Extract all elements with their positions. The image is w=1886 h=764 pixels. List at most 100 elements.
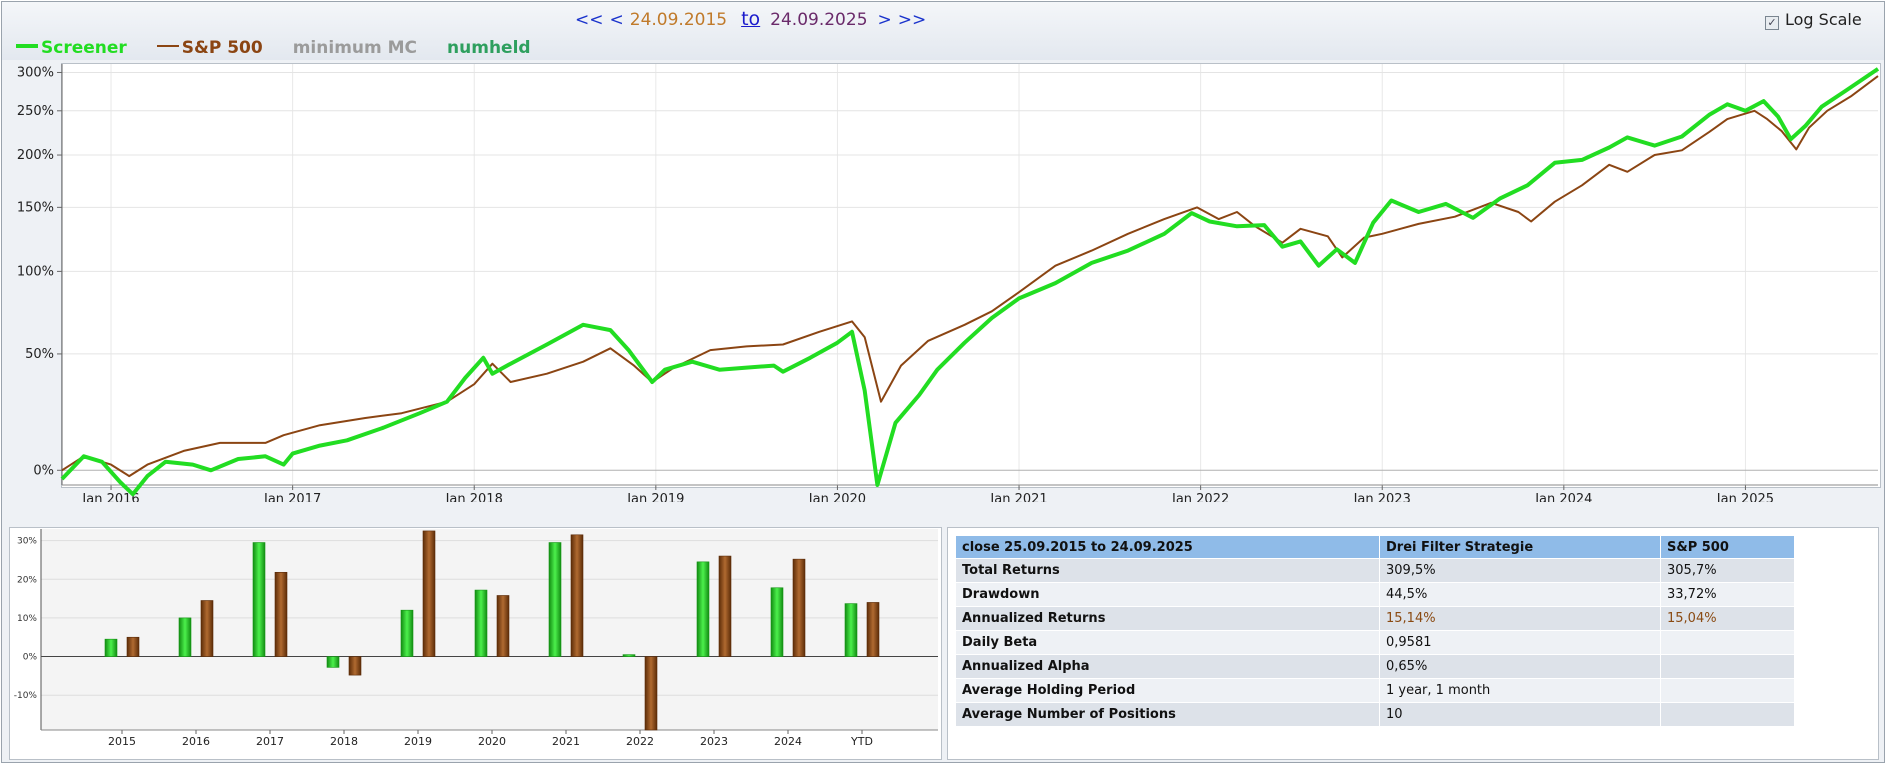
legend-swatch bbox=[16, 44, 38, 48]
bar-x-tick-label: 2018 bbox=[330, 735, 358, 748]
sp500-bar bbox=[570, 534, 584, 657]
stats-header-sp500: S&P 500 bbox=[1660, 536, 1795, 559]
to-link[interactable]: to bbox=[741, 8, 761, 30]
stats-header-row: close 25.09.2015 to 24.09.2025 Drei Filt… bbox=[956, 536, 1795, 559]
log-scale-checkbox[interactable]: ✓ bbox=[1765, 16, 1779, 30]
bar-x-tick-label: 2015 bbox=[108, 735, 136, 748]
x-tick-label: Jan 2021 bbox=[989, 492, 1047, 502]
stats-row: Average Holding Period 1 year, 1 month bbox=[956, 678, 1795, 703]
sp500-bar bbox=[866, 602, 880, 657]
x-tick-label: Jan 2016 bbox=[81, 492, 139, 502]
legend-label: S&P 500 bbox=[181, 38, 263, 58]
y-tick-label: 300% bbox=[17, 65, 54, 80]
legend-item-s-p-500[interactable]: S&P 500 bbox=[156, 38, 263, 58]
x-tick-label: Jan 2019 bbox=[626, 492, 684, 502]
stats-row: Daily Beta 0,9581 bbox=[956, 630, 1795, 655]
stats-strategy-value: 10 bbox=[1379, 702, 1661, 726]
stats-row-label: Average Holding Period bbox=[956, 678, 1380, 703]
stats-strategy-value: 44,5% bbox=[1379, 582, 1661, 607]
stats-row: Average Number of Positions 10 bbox=[956, 702, 1795, 726]
bar-x-tick-label: 2017 bbox=[256, 735, 284, 748]
screener-bar bbox=[178, 617, 192, 657]
stats-sp500-value bbox=[1660, 702, 1795, 726]
sp500-bar bbox=[422, 530, 436, 657]
stats-sp500-value: 15,04% bbox=[1660, 606, 1795, 631]
stats-row: Annualized Returns 15,14% 15,04% bbox=[956, 606, 1795, 631]
y-tick-label: 150% bbox=[17, 200, 54, 215]
stats-row: Drawdown 44,5% 33,72% bbox=[956, 582, 1795, 607]
stats-strategy-value: 1 year, 1 month bbox=[1379, 678, 1661, 703]
stats-row-label: Total Returns bbox=[956, 558, 1380, 583]
legend-swatch bbox=[156, 45, 179, 47]
screener-bar bbox=[844, 603, 858, 657]
end-date[interactable]: 24.09.2025 bbox=[770, 10, 868, 30]
bar-x-tick-label: YTD bbox=[850, 735, 873, 748]
stats-strategy-value: 309,5% bbox=[1379, 558, 1661, 583]
bar-x-tick-label: 2020 bbox=[478, 735, 506, 748]
y-tick-label: 0% bbox=[33, 463, 54, 478]
sp500-bar bbox=[200, 600, 214, 657]
stats-sp500-value: 33,72% bbox=[1660, 582, 1795, 607]
sp500-bar bbox=[644, 656, 658, 731]
bar-y-tick-label: 30% bbox=[17, 537, 37, 547]
x-tick-label: Jan 2017 bbox=[263, 492, 321, 502]
sp500-bar bbox=[718, 555, 732, 657]
bar-x-tick-label: 2021 bbox=[552, 735, 580, 748]
sp500-bar bbox=[274, 571, 288, 657]
bar-x-tick-label: 2024 bbox=[774, 735, 802, 748]
legend-label: minimum MC bbox=[292, 38, 418, 58]
y-tick-label: 200% bbox=[17, 148, 54, 163]
screener-bar bbox=[400, 609, 414, 657]
stats-header-strategy: Drei Filter Strategie bbox=[1379, 536, 1661, 559]
bar-x-tick-label: 2019 bbox=[404, 735, 432, 748]
stats-row-label: Annualized Returns bbox=[956, 606, 1380, 631]
stats-row-label: Annualized Alpha bbox=[956, 654, 1380, 679]
stats-sp500-value bbox=[1660, 678, 1795, 703]
screener-line bbox=[60, 67, 1880, 497]
stats-strategy-value: 0,65% bbox=[1379, 654, 1661, 679]
chart-legend: Screener S&P 500 minimum MC numheld bbox=[16, 38, 561, 58]
screener-bar bbox=[326, 656, 340, 668]
legend-label: numheld bbox=[447, 38, 531, 58]
next-period-button[interactable]: > bbox=[877, 10, 892, 30]
header-bar: << <24.09.2015 to 24.09.2025 > >> ✓ Log Scale … bbox=[2, 2, 1884, 60]
start-date[interactable]: 24.09.2015 bbox=[629, 10, 728, 30]
performance-line-chart: Jan 2016 Jan 2017 Jan 2018 Jan 2019 Jan 2020… bbox=[17, 64, 1880, 502]
sp500-bar bbox=[126, 636, 140, 657]
stats-strategy-value: 15,14% bbox=[1379, 606, 1661, 631]
last-period-button[interactable]: >> bbox=[897, 10, 927, 30]
legend-item-numheld[interactable]: numheld bbox=[447, 38, 531, 58]
stats-row-label: Drawdown bbox=[956, 582, 1380, 607]
main-grid bbox=[57, 64, 1878, 490]
first-period-button[interactable]: << bbox=[575, 10, 604, 30]
date-range-navigator: << <24.09.2015 to 24.09.2025 > >> bbox=[575, 8, 932, 30]
sp500-bar bbox=[496, 595, 510, 657]
sp500-bar bbox=[348, 656, 362, 676]
x-tick-label: Jan 2022 bbox=[1171, 492, 1229, 502]
x-tick-label: Jan 2025 bbox=[1716, 492, 1774, 502]
screener-bar bbox=[252, 542, 266, 657]
stats-row-label: Average Number of Positions bbox=[956, 702, 1380, 726]
screener-bar bbox=[696, 561, 710, 657]
sp500-line bbox=[61, 75, 1879, 478]
bar-y-tick-label: 10% bbox=[17, 614, 37, 624]
annual-returns-bar-chart: -10% 0% 10% 20% 30% 2015 2016 2017 2018 2019 2020 2… bbox=[14, 529, 938, 748]
screener-bar bbox=[104, 638, 118, 657]
legend-item-screener[interactable]: Screener bbox=[16, 38, 127, 58]
log-scale-label: Log Scale bbox=[1785, 10, 1862, 29]
legend-label: Screener bbox=[41, 38, 127, 58]
x-tick-label: Jan 2023 bbox=[1353, 492, 1411, 502]
stats-strategy-value: 0,9581 bbox=[1379, 630, 1661, 655]
log-scale-toggle[interactable]: ✓ Log Scale bbox=[1765, 10, 1862, 30]
x-tick-label: Jan 2024 bbox=[1534, 492, 1592, 502]
screener-bar bbox=[770, 587, 784, 657]
sp500-bar bbox=[792, 558, 806, 657]
stats-sp500-value: 305,7% bbox=[1660, 558, 1795, 583]
previous-period-button[interactable]: < bbox=[609, 10, 624, 30]
statistics-table: close 25.09.2015 to 24.09.2025 Drei Filt… bbox=[956, 536, 1795, 726]
bar-x-tick-label: 2022 bbox=[626, 735, 654, 748]
stats-sp500-value bbox=[1660, 654, 1795, 679]
legend-item-minimum-mc[interactable]: minimum MC bbox=[293, 38, 417, 58]
stats-header-period: close 25.09.2015 to 24.09.2025 bbox=[956, 536, 1380, 559]
